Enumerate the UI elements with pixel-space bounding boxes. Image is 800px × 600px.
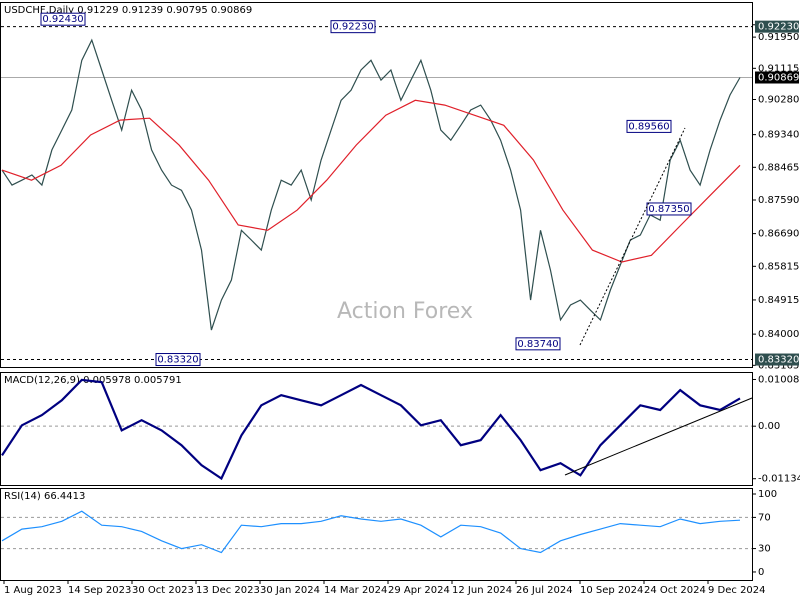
x-tick-label: 9 Dec 2024: [708, 585, 766, 596]
x-tick-label: 10 Sep 2024: [580, 585, 643, 596]
y-tick-label: -0.011342: [758, 474, 800, 485]
series-line: [1, 99, 741, 263]
y-tick-label: 0.84000: [758, 329, 799, 340]
price-annotation-box: [330, 20, 376, 34]
price-annotation: 0.89560: [628, 121, 669, 132]
y-tick-label: 70: [758, 512, 771, 523]
y-tick-label: 0.84915: [758, 295, 799, 306]
x-tick-label: 26 Jul 2024: [516, 585, 573, 596]
y-tick-label: 0.88465: [758, 162, 799, 173]
axis-label-box: [755, 71, 799, 84]
trend-line: [579, 127, 686, 346]
price-annotation: 0.92430: [42, 14, 83, 25]
series-line: [1, 510, 741, 554]
y-tick-label: 30: [758, 544, 771, 555]
price-annotation-box: [40, 12, 86, 26]
price-annotation-box: [515, 337, 561, 351]
price-annotation-box: [626, 119, 672, 133]
x-tick-label: 13 Dec 2023: [196, 585, 260, 596]
y-tick-label: 100: [758, 489, 777, 500]
level-label: 0.83320: [758, 355, 799, 366]
price-annotation: 0.87350: [648, 204, 689, 215]
axis-label-box: [755, 353, 799, 366]
price-annotation: 0.83740: [517, 339, 558, 350]
x-tick-label: 30 Oct 2023: [132, 585, 194, 596]
y-tick-label: 0: [758, 567, 764, 578]
x-tick-label: 14 Sep 2023: [68, 585, 131, 596]
series-line: [1, 378, 741, 481]
y-tick-label: 0.010086: [758, 374, 800, 385]
x-tick-label: 24 Oct 2024: [644, 585, 706, 596]
panel-title: USDCHF,Daily 0.91229 0.91239 0.90795 0.9…: [4, 5, 252, 16]
x-tick-label: 12 Jun 2024: [452, 585, 512, 596]
y-tick-label: 0.90280: [758, 95, 799, 106]
trend-line: [564, 397, 753, 476]
price-annotation: 0.92230: [332, 22, 373, 33]
y-tick-label: 0.85815: [758, 261, 799, 272]
y-tick-label: 0.87590: [758, 195, 799, 206]
axis-label-box: [755, 20, 799, 33]
current-price-label: 0.90869: [758, 73, 799, 84]
price-annotation-box: [646, 202, 692, 216]
x-tick-label: 14 Mar 2024: [324, 585, 387, 596]
y-tick-label: 0.86690: [758, 229, 799, 240]
price-annotation: 0.83320: [157, 355, 198, 366]
x-tick-label: 30 Jan 2024: [260, 585, 320, 596]
panel-frame: [0, 372, 753, 486]
price-annotation-box: [155, 353, 201, 367]
panel-title: RSI(14) 66.4413: [4, 491, 85, 502]
panel-frame: [0, 2, 753, 368]
series-line: [1, 38, 741, 331]
level-label: 0.92230: [758, 22, 799, 33]
watermark: Action Forex: [337, 299, 473, 324]
y-tick-label: 0.91950: [758, 32, 799, 43]
y-tick-label: 0.83165: [758, 360, 799, 371]
y-tick-label: 0.91115: [758, 63, 799, 74]
panel-frame: [0, 488, 753, 581]
y-tick-label: 0.00: [758, 421, 780, 432]
y-tick-label: 0.89340: [758, 130, 799, 141]
x-tick-label: 1 Aug 2023: [4, 585, 62, 596]
x-tick-label: 29 Apr 2024: [388, 585, 450, 596]
